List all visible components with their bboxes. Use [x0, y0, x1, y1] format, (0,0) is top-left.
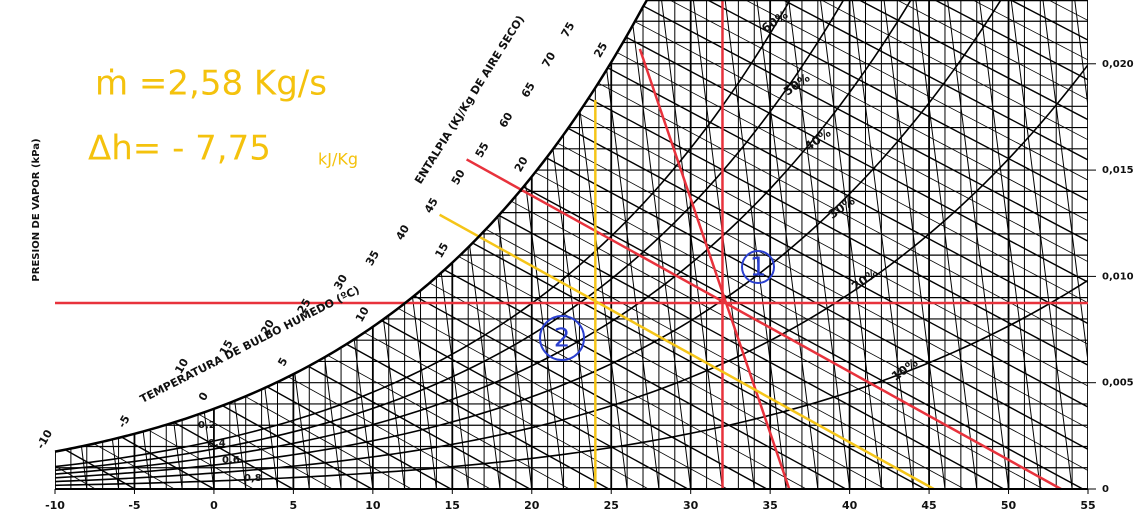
volume-line	[1136, 0, 1140, 489]
vapor-pressure-label: 0,4	[208, 438, 226, 449]
enthalpy-line	[1045, 0, 1088, 489]
enthalpy-tick-label: 65	[519, 80, 538, 100]
state-circle	[539, 315, 585, 361]
volume-line	[658, 0, 723, 489]
vapor-pressure-label: 0,2	[198, 420, 216, 431]
volume-line	[1104, 0, 1140, 489]
vapor-pressure-label: 0,8	[244, 473, 262, 484]
rh-curve	[55, 64, 1088, 483]
rh-curve	[55, 0, 1088, 472]
x-tick-label: 30	[683, 499, 699, 512]
x-tick-label: 50	[1001, 499, 1017, 512]
enthalpy-line	[55, 0, 57, 489]
y2-tick-label: 0,005	[1102, 378, 1134, 389]
volume-line	[785, 0, 851, 489]
x-tick-label: 40	[842, 499, 858, 512]
enthalpy-line	[591, 0, 1088, 489]
enthalpy-line	[629, 0, 1088, 489]
x-tick-label: 45	[921, 499, 936, 512]
volume-line	[1039, 0, 1088, 489]
enthalpy-line	[55, 0, 96, 489]
wet-bulb-tick-label: 0	[196, 390, 211, 403]
enthalpy-tick-label: 40	[393, 222, 412, 242]
x-tick-label: 35	[762, 499, 777, 512]
wet-bulb-tick-label: 20	[512, 154, 531, 174]
volume-line	[1008, 0, 1073, 489]
y2-tick-label: 0	[1102, 484, 1109, 495]
enthalpy-change-note: Δh= - 7,75	[88, 129, 271, 169]
process-line	[466, 158, 1062, 491]
enthalpy-tick-label: 60	[497, 110, 516, 130]
process-line	[638, 48, 791, 490]
wet-bulb-tick-label: -5	[115, 413, 132, 430]
x-tick-label: 55	[1080, 499, 1095, 512]
x-tick-label: 0	[210, 499, 218, 512]
enthalpy-line	[1083, 0, 1088, 489]
enthalpy-line	[704, 0, 1088, 489]
enthalpy-line	[515, 0, 1088, 489]
mass-flow-note: ṁ =2,58 Kg/s	[95, 64, 327, 104]
x-tick-label: -10	[45, 499, 65, 512]
x-tick-label: 10	[365, 499, 381, 512]
enthalpy-line	[742, 0, 1088, 489]
x-tick-label: -5	[128, 499, 140, 512]
x-tick-label: 5	[290, 499, 298, 512]
x-tick-label: 15	[445, 499, 460, 512]
volume-line	[1071, 0, 1088, 489]
rh-curve	[55, 279, 1088, 487]
enthalpy-line	[553, 0, 1088, 489]
volume-line	[753, 0, 819, 489]
y-axis-label: PRESION DE VAPOR (kPa)	[31, 138, 42, 281]
volume-line	[912, 0, 978, 489]
y2-tick-label: 0,010	[1102, 271, 1134, 282]
vapor-pressure-label: 0,6	[222, 455, 240, 466]
enthalpy-line	[55, 0, 412, 489]
enthalpy-tick-label: 75	[559, 20, 578, 40]
state-label: 1	[750, 253, 767, 283]
rh-curve	[55, 0, 1088, 475]
volume-line	[626, 0, 692, 489]
enthalpy-line	[931, 0, 1088, 489]
volume-line	[849, 0, 914, 489]
rh-label: 10%	[889, 356, 921, 384]
process-line	[438, 213, 935, 491]
enthalpy-line	[55, 0, 491, 489]
enthalpy-line	[288, 0, 1088, 489]
enthalpy-line	[55, 0, 452, 489]
enthalpy-line	[1121, 0, 1140, 489]
volume-line	[721, 0, 787, 489]
enthalpy-tick-label: 35	[363, 248, 382, 268]
wet-bulb-tick-label: -10	[34, 427, 55, 451]
rh-curve	[55, 0, 1088, 468]
x-tick-label: 25	[604, 499, 619, 512]
wet-bulb-tick-label: 10	[353, 304, 372, 324]
x-tick-label: 20	[524, 499, 540, 512]
volume-line	[944, 0, 1010, 489]
rh-curve	[55, 0, 1088, 479]
enthalpy-tick-label: 50	[449, 167, 468, 187]
wet-bulb-tick-label: 15	[432, 240, 451, 260]
volume-line	[880, 0, 946, 489]
saturation-curve	[54, 0, 1088, 453]
enthalpy-tick-label: 55	[473, 140, 492, 160]
enthalpy-tick-label: 70	[540, 50, 559, 70]
volume-line	[817, 0, 882, 489]
wet-bulb-tick-label: 25	[591, 40, 610, 60]
enthalpy-line	[893, 0, 1088, 489]
state-circle	[741, 250, 775, 284]
wet-bulb-tick-label: 5	[275, 355, 290, 368]
state-label: 2	[554, 324, 571, 354]
y2-tick-label: 0,020	[1102, 59, 1134, 70]
enthalpy-line	[478, 0, 1088, 489]
volume-line	[55, 0, 56, 489]
enthalpy-unit-note: kJ/Kg	[318, 150, 358, 169]
volume-line	[976, 0, 1041, 489]
y2-tick-label: 0,015	[1102, 165, 1134, 176]
process-lines	[55, 0, 1088, 491]
enthalpy-line	[780, 0, 1088, 489]
enthalpy-tick-label: 45	[422, 196, 441, 216]
enthalpy-line	[818, 0, 1088, 489]
